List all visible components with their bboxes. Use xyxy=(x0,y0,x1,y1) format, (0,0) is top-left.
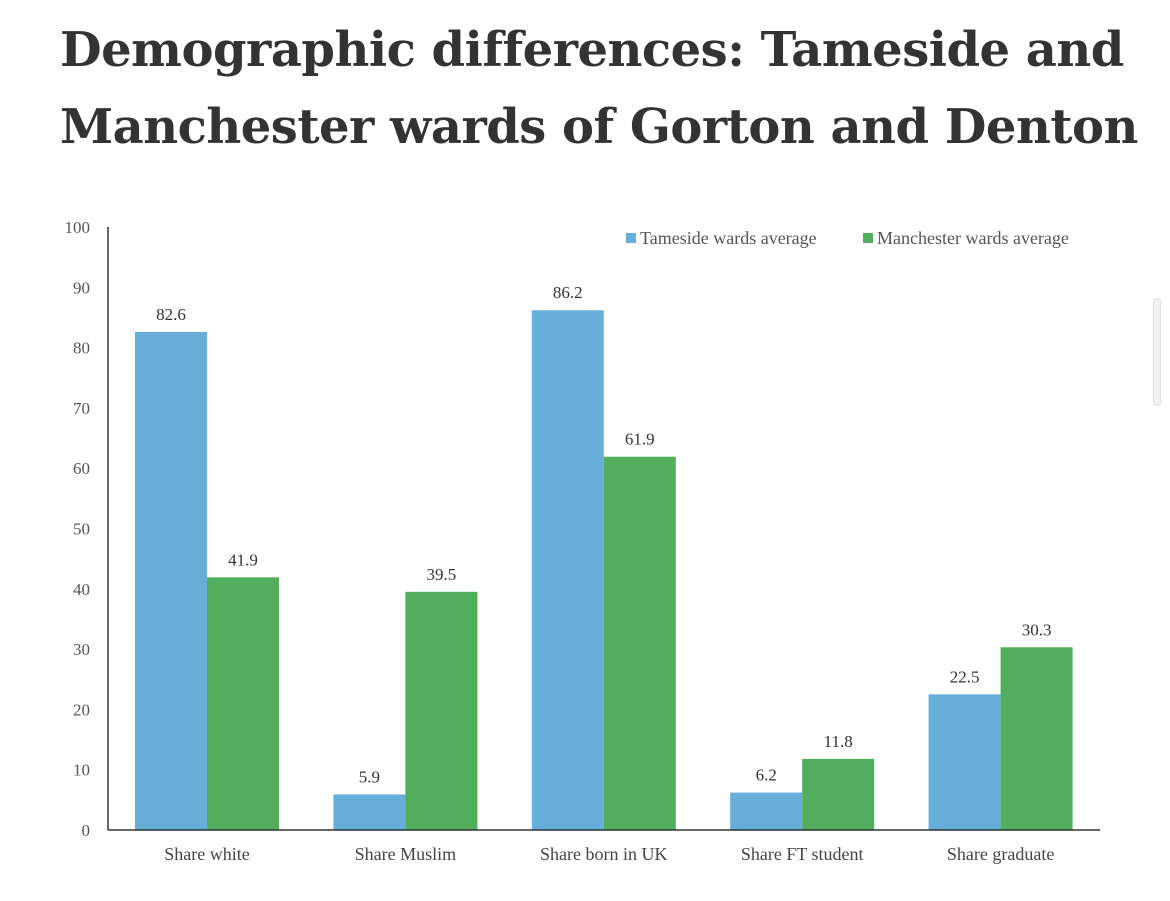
data-label: 82.6 xyxy=(156,305,186,324)
y-tick-label: 0 xyxy=(82,821,91,840)
y-tick-label: 100 xyxy=(65,218,91,237)
scrollbar-thumb[interactable] xyxy=(1153,298,1161,406)
y-tick-label: 50 xyxy=(73,520,90,539)
y-tick-label: 80 xyxy=(73,339,90,358)
bar xyxy=(135,331,207,830)
y-axis: 0 10 20 30 40 50 60 70 80 90 100 xyxy=(65,218,109,840)
x-tick-label: Share FT student xyxy=(741,844,864,864)
y-tick-label: 70 xyxy=(73,399,90,418)
x-tick-label: Share white xyxy=(164,844,249,864)
legend-swatch xyxy=(626,233,636,243)
data-label: 5.9 xyxy=(359,767,380,786)
x-axis: Share white Share Muslim Share born in UK S… xyxy=(108,829,1100,864)
y-tick-label: 30 xyxy=(73,640,90,659)
data-label: 61.9 xyxy=(625,430,655,449)
y-tick-label: 40 xyxy=(73,580,90,599)
bar xyxy=(531,310,604,830)
data-label: 41.9 xyxy=(228,550,258,569)
bars: 82.6 41.9 5.9 39.5 86.2 61.9 6.2 11.8 22.5 30.3 xyxy=(135,283,1073,830)
x-tick-label: Share Muslim xyxy=(355,844,457,864)
legend-swatch xyxy=(863,233,873,243)
bar xyxy=(405,591,478,830)
y-tick-label: 20 xyxy=(73,700,90,719)
y-tick-label: 90 xyxy=(73,278,90,297)
y-tick-label: 10 xyxy=(73,761,90,780)
legend-label: Tameside wards average xyxy=(640,228,817,248)
x-tick-label: Share born in UK xyxy=(540,844,667,864)
bar xyxy=(928,694,1001,830)
x-tick-label: Share graduate xyxy=(947,844,1054,864)
data-label: 22.5 xyxy=(950,667,980,686)
bar xyxy=(207,577,279,830)
bar xyxy=(333,794,406,830)
data-label: 11.8 xyxy=(824,732,853,751)
data-label: 86.2 xyxy=(553,283,583,302)
bar xyxy=(802,758,875,830)
legend-label: Manchester wards average xyxy=(877,228,1069,248)
legend: Tameside wards average Manchester wards a… xyxy=(626,228,1069,248)
y-tick-label: 60 xyxy=(73,459,90,478)
bar xyxy=(730,792,803,830)
data-label: 6.2 xyxy=(756,766,777,785)
bar xyxy=(1000,647,1073,830)
data-label: 30.3 xyxy=(1022,620,1052,639)
bar xyxy=(603,456,676,830)
chart-title: Demographic differences: Tameside and Ma… xyxy=(60,22,1138,155)
data-label: 39.5 xyxy=(427,565,457,584)
